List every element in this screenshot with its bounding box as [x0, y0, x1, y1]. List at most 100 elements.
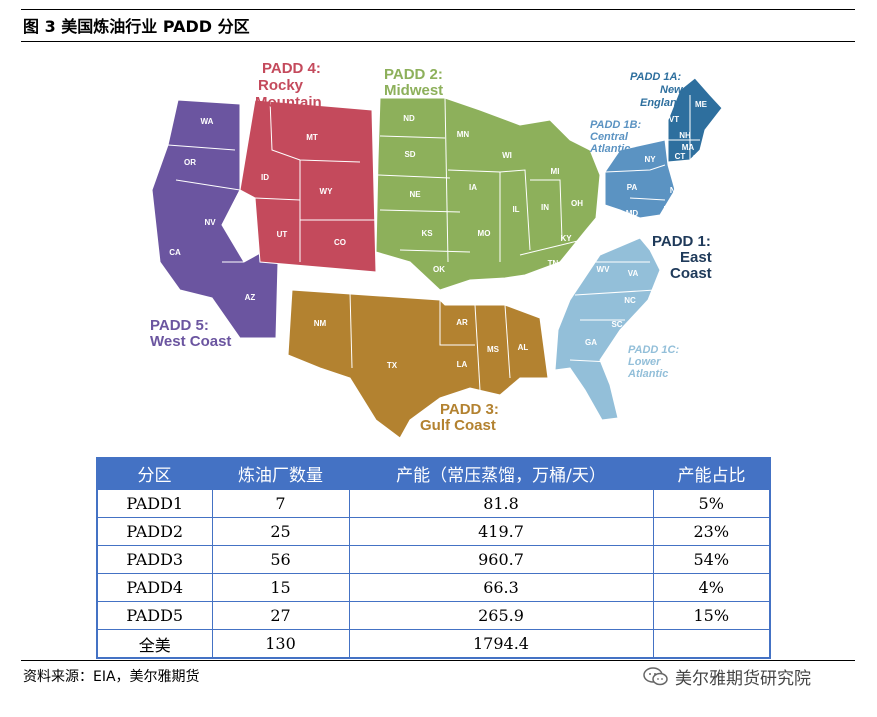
state-label: VT [669, 115, 679, 124]
table-cell: 419.7 [348, 517, 654, 546]
state-label: ME [695, 100, 708, 109]
state-label: KS [421, 229, 433, 238]
table-header: 分区 [96, 457, 213, 490]
table-cell: 54% [652, 545, 771, 574]
state-label: SC [611, 320, 622, 329]
table-cell: PADD5 [96, 601, 213, 630]
table-cell: 全美 [96, 629, 213, 659]
padd-map: WA OR CA NV AZ ID MT WY UT CO NM ND SD N… [150, 60, 723, 439]
state-label: DE [663, 205, 675, 214]
table-row: PADD5 27 265.9 15% [96, 601, 771, 630]
state-label: OR [184, 158, 196, 167]
state-label: OK [433, 265, 445, 274]
state-label: MN [457, 130, 470, 139]
padd3-label: PADD 3: Gulf Coast [420, 401, 499, 434]
padd1b-region [604, 139, 676, 219]
state-label: ID [261, 173, 269, 182]
padd1a-label: PADD 1A: New England [630, 71, 684, 109]
table-cell: PADD2 [96, 517, 213, 546]
padd4-region [239, 99, 377, 273]
table-cell: 130 [211, 629, 350, 659]
table-row: 全美 130 1794.4 [96, 629, 771, 659]
table-header: 炼油厂数量 [211, 457, 350, 490]
state-label: NM [314, 319, 327, 328]
table-cell: 265.9 [348, 601, 654, 630]
table-cell: 66.3 [348, 573, 654, 602]
state-label: WI [502, 151, 512, 160]
figure-title: 图 3 美国炼油行业 PADD 分区 [23, 17, 250, 36]
title-rule [21, 41, 855, 42]
state-label: IN [541, 203, 549, 212]
state-label: NJ [670, 186, 680, 195]
state-label: CO [334, 238, 346, 247]
padd1-label: PADD 1: East Coast [652, 233, 712, 282]
wechat-icon [643, 666, 668, 685]
padd3-region [287, 289, 549, 439]
table-cell: PADD1 [96, 488, 213, 518]
source-note: 资料来源：EIA，美尔雅期货 [23, 669, 200, 685]
state-label: IA [469, 183, 477, 192]
table-row: PADD1 7 81.8 5% [96, 488, 771, 518]
state-label: NV [204, 218, 216, 227]
state-label: MO [478, 229, 491, 238]
state-label: MI [551, 167, 560, 176]
state-label: MA [682, 143, 695, 152]
state-label: ND [403, 114, 415, 123]
state-label: MT [306, 133, 318, 142]
table-cell: 5% [652, 488, 771, 518]
state-label: KY [560, 234, 572, 243]
padd2-label: PADD 2: Midwest [384, 66, 443, 99]
state-label: MD [626, 209, 639, 218]
padd1c-region [554, 237, 661, 421]
state-label: PA [627, 183, 638, 192]
padd4-label: PADD 4: Rocky Mountain [255, 60, 322, 111]
state-label: VA [628, 269, 639, 278]
table-cell: 1794.4 [348, 629, 654, 659]
state-label: TN [548, 259, 559, 268]
state-label: WA [201, 117, 214, 126]
table-cell: PADD4 [96, 573, 213, 602]
state-label: NC [624, 296, 636, 305]
state-label: LA [457, 360, 468, 369]
table-cell: 23% [652, 517, 771, 546]
state-label: OH [571, 199, 583, 208]
state-label: RI [693, 154, 701, 163]
table-cell: PADD3 [96, 545, 213, 574]
padd2-region [375, 97, 601, 291]
table-header: 产能（常压蒸馏，万桶/天） [348, 457, 654, 490]
state-label: WV [597, 265, 611, 274]
padd-capacity-table: 分区 炼油厂数量 产能（常压蒸馏，万桶/天） 产能占比 PADD1 7 81.8… [96, 457, 771, 659]
table-cell: 960.7 [348, 545, 654, 574]
table-row: PADD3 56 960.7 54% [96, 545, 771, 574]
state-labels: WA OR CA NV AZ ID MT WY UT CO NM ND SD N… [169, 100, 707, 400]
source-rule [21, 660, 855, 661]
state-label: CA [169, 248, 181, 257]
padd1b-label: PADD 1B: Central Atlantic [589, 119, 641, 155]
state-label: UT [277, 230, 288, 239]
state-label: NE [409, 190, 421, 199]
top-rule [21, 9, 855, 10]
table-cell: 15% [652, 601, 771, 630]
state-label: AZ [245, 293, 256, 302]
padd5-label: PADD 5: West Coast [150, 317, 231, 350]
state-label: MS [487, 345, 500, 354]
state-label: IL [512, 205, 519, 214]
table-cell: 15 [211, 573, 350, 602]
table-cell: 7 [211, 488, 350, 518]
state-label: SD [404, 150, 415, 159]
padd5-region [151, 99, 279, 339]
watermark-text: 美尔雅期货研究院 [675, 669, 811, 689]
state-label: NH [679, 131, 691, 140]
padd1c-label: PADD 1C: Lower Atlantic [627, 344, 679, 380]
padd1a-region [667, 77, 723, 163]
state-label: CT [675, 152, 686, 161]
table-cell: 4% [652, 573, 771, 602]
table-header-row: 分区 炼油厂数量 产能（常压蒸馏，万桶/天） 产能占比 [96, 457, 771, 490]
table-cell: 81.8 [348, 488, 654, 518]
table-cell: 27 [211, 601, 350, 630]
state-label: AR [456, 318, 468, 327]
watermark: 美尔雅期货研究院 [643, 664, 811, 689]
table-header: 产能占比 [652, 457, 771, 490]
state-label: NY [644, 155, 656, 164]
table-row: PADD2 25 419.7 23% [96, 517, 771, 546]
